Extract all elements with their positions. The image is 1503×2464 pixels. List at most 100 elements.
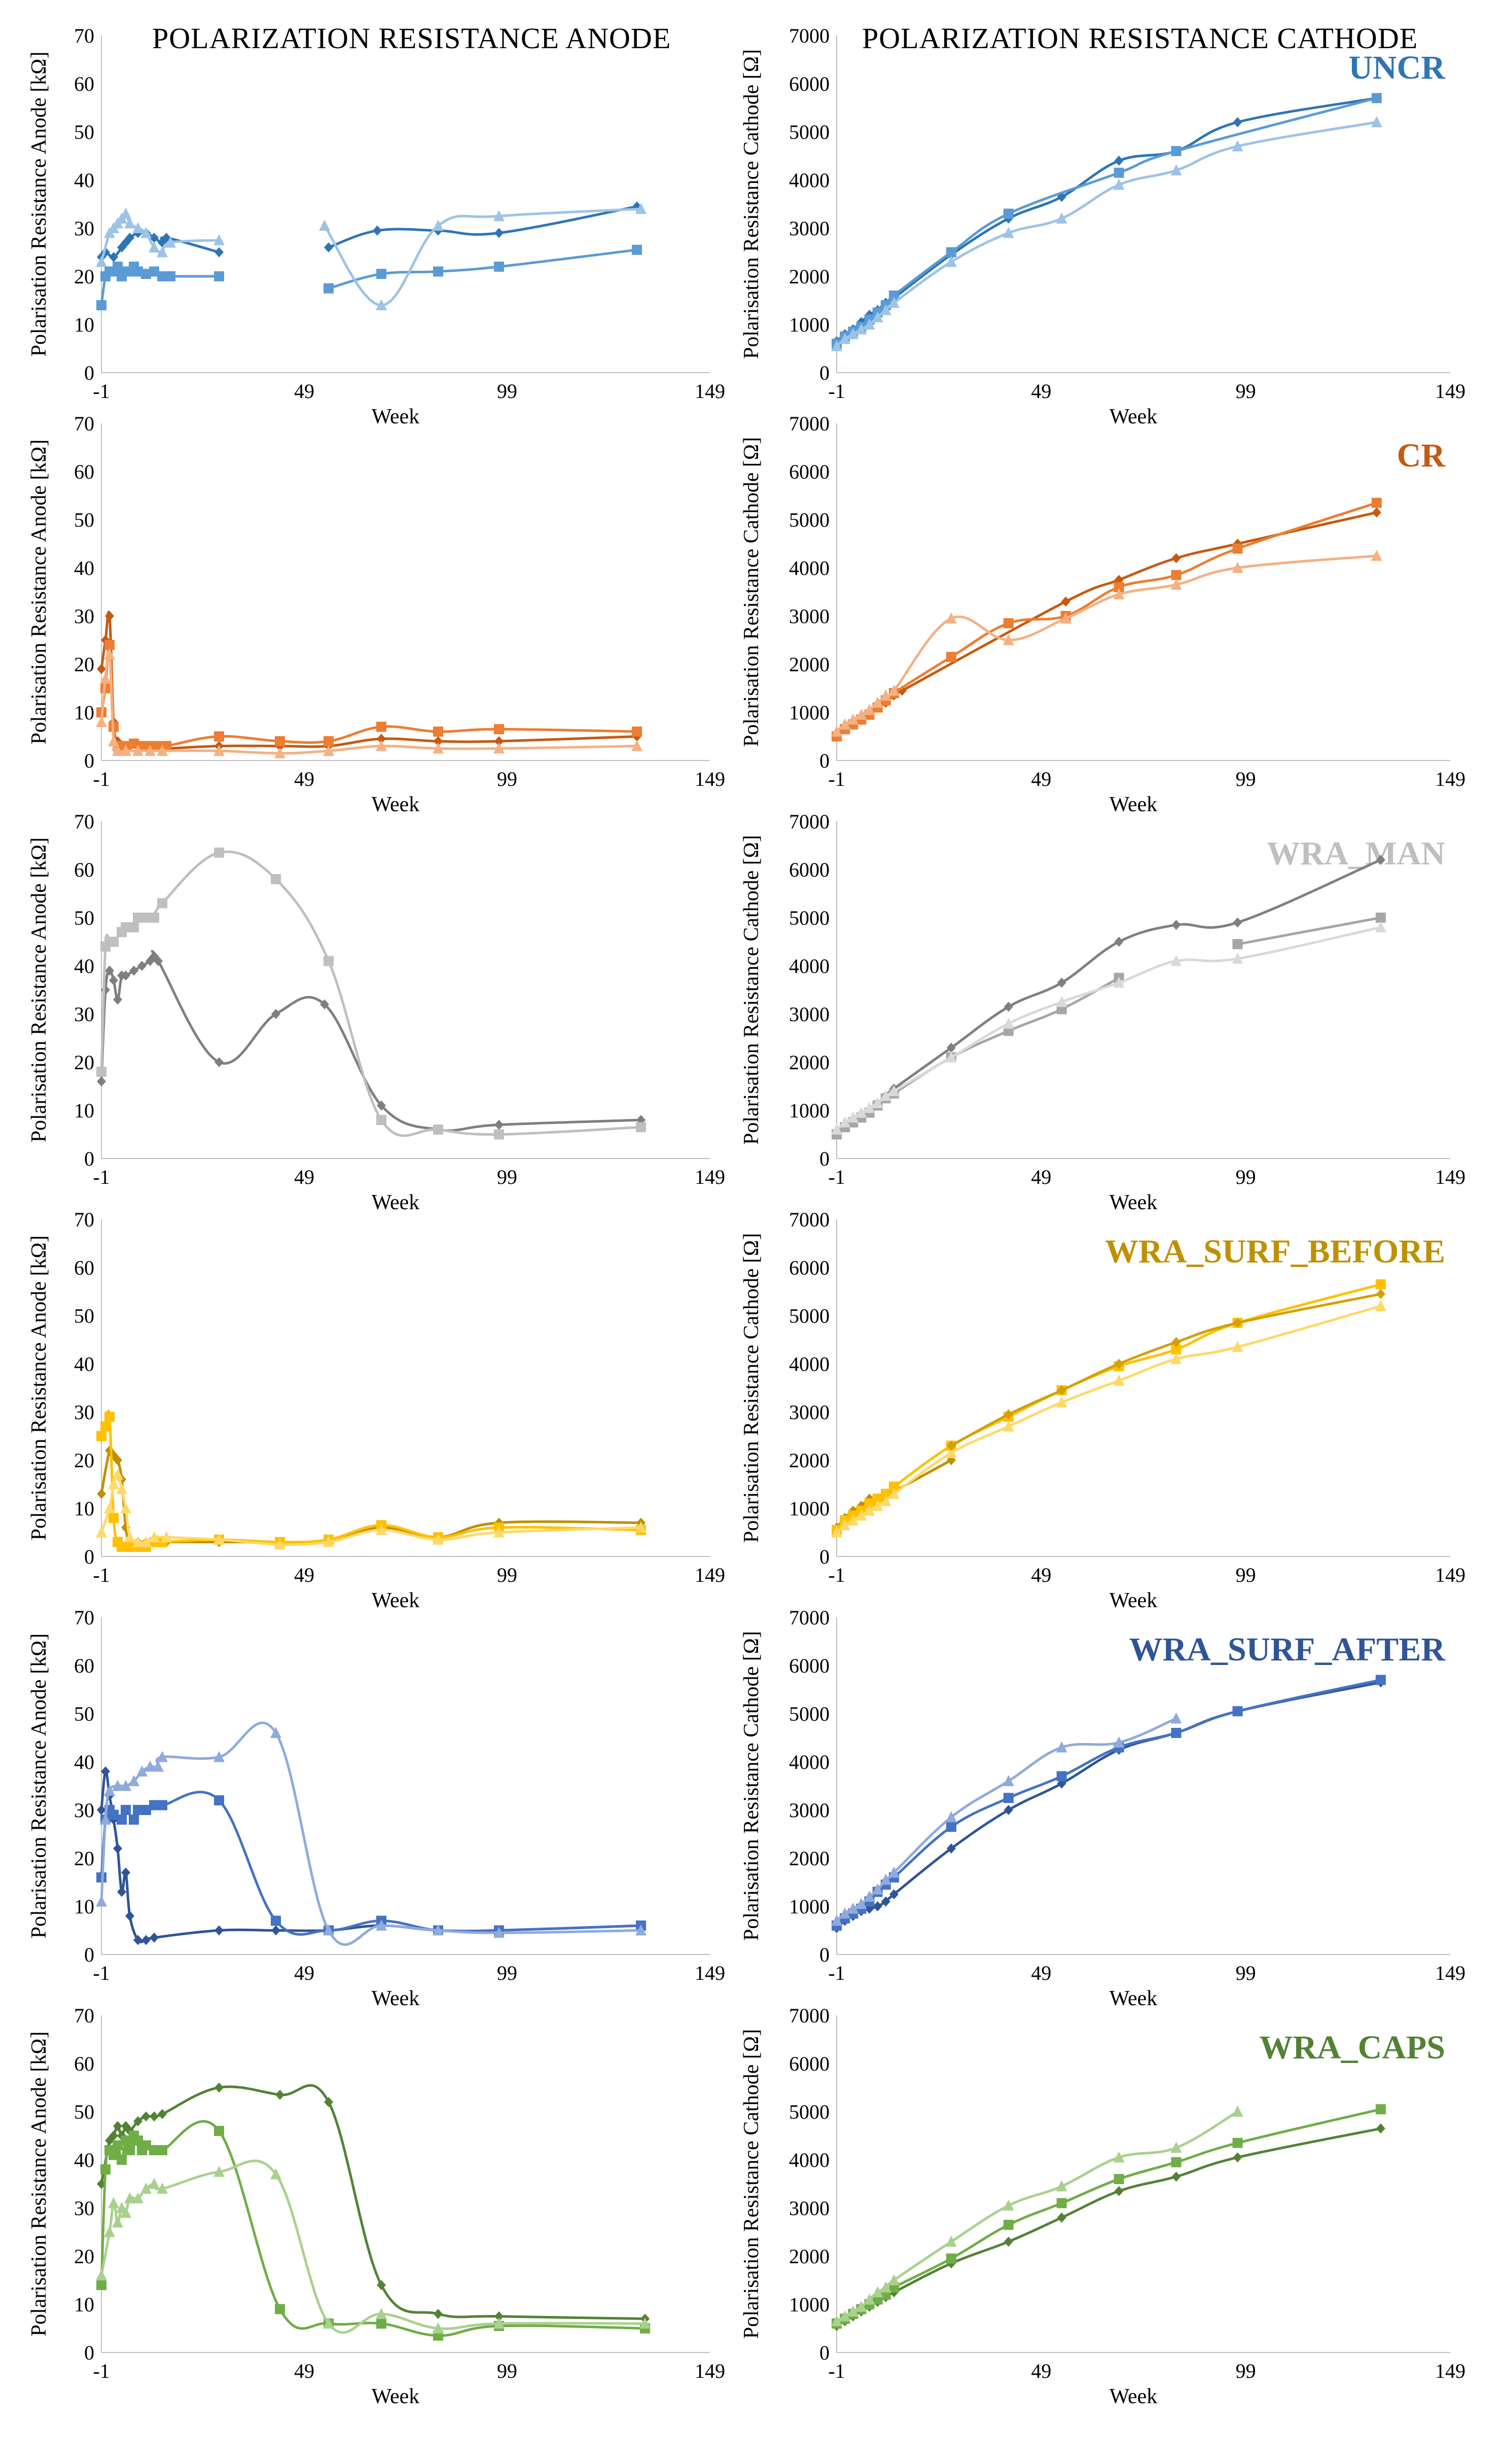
y-axis-label: Polarisation Resistance Anode [kΩ] (27, 1236, 51, 1541)
data-point (1003, 1793, 1014, 1803)
series-cr-2 (832, 497, 1382, 742)
data-point (1004, 1001, 1013, 1012)
data-point (319, 220, 330, 231)
series-wra-surf-after-2 (96, 1791, 646, 1936)
x-tick-label: -1 (828, 768, 845, 790)
y-tick-label: 30 (74, 1003, 94, 1026)
cathode-column-title: POLARIZATION RESISTANCE CATHODE (862, 22, 1418, 55)
series-uncr-3 (96, 203, 647, 310)
data-point (376, 2318, 386, 2329)
data-point (96, 256, 107, 267)
data-point (324, 956, 334, 966)
data-point (872, 1883, 883, 1895)
data-point (96, 1895, 107, 1907)
data-point (165, 236, 176, 248)
data-point (831, 1526, 842, 1538)
data-point (129, 1815, 139, 1825)
x-tick-label: 149 (1435, 2360, 1465, 2382)
data-point (323, 2317, 334, 2329)
data-point (888, 1085, 900, 1096)
data-point (1232, 939, 1243, 950)
data-point (125, 233, 134, 243)
data-point (214, 2082, 224, 2093)
y-axis-label: Polarisation Resistance Cathode [Ω] (740, 1233, 763, 1543)
data-point (113, 262, 123, 272)
data-point (105, 611, 114, 621)
data-point (433, 266, 443, 277)
y-tick-label: 6000 (789, 460, 830, 483)
series-line (100, 1791, 641, 1936)
data-point (847, 1111, 859, 1123)
data-point (373, 225, 382, 236)
x-tick-label: -1 (93, 1166, 110, 1188)
x-tick-label: -1 (93, 2360, 110, 2382)
data-point (105, 965, 114, 976)
data-point (149, 266, 159, 277)
data-point (831, 1914, 842, 1926)
data-point (154, 956, 163, 966)
data-point (324, 2097, 333, 2107)
data-point (149, 1531, 160, 1542)
y-tick-label: 4000 (789, 1751, 830, 1773)
y-tick-label: 4000 (789, 1353, 830, 1375)
series-cr-1 (97, 610, 641, 754)
data-point (96, 2269, 107, 2280)
data-point (104, 1502, 115, 1513)
data-point (1375, 913, 1386, 923)
data-point (116, 1483, 127, 1494)
y-tick-label: 4000 (789, 2149, 830, 2171)
data-point (1171, 2171, 1181, 2182)
data-point (128, 1775, 139, 1786)
x-tick-label: 99 (497, 1962, 517, 1984)
series-line (100, 1409, 641, 1549)
y-tick-label: 2000 (789, 1051, 830, 1074)
data-point (880, 689, 891, 701)
data-point (1372, 507, 1381, 518)
y-tick-label: 10 (74, 701, 94, 724)
y-tick-label: 20 (74, 265, 94, 288)
y-tick-label: 60 (74, 2052, 94, 2075)
series-line (836, 511, 1377, 735)
data-point (121, 1867, 130, 1878)
data-point (124, 1531, 135, 1542)
y-tick-label: 5000 (789, 121, 830, 143)
x-tick-label: 99 (1236, 380, 1256, 403)
data-point (889, 1889, 899, 1900)
series-wra-surf-after-1 (97, 1766, 646, 1945)
data-point (117, 1887, 126, 1897)
y-tick-label: 7000 (789, 1208, 830, 1231)
data-point (149, 241, 160, 252)
series-line (100, 2120, 646, 2337)
data-point (97, 1489, 106, 1499)
chart-anode-wra-caps: 0 10 20 30 40 50 60 70 -1 49 99 149 Week Polarisation… (27, 2004, 725, 2408)
x-tick-label: 49 (294, 2360, 314, 2382)
chart-anode-uncr: 0 10 20 30 40 50 60 70 -1 49 99 149 Week Polarisation… (27, 24, 725, 428)
data-point (141, 2111, 151, 2122)
data-point (214, 731, 224, 742)
x-axis-label: Week (372, 2385, 420, 2408)
data-point (494, 2311, 504, 2322)
x-tick-label: 149 (1435, 1962, 1465, 1984)
y-tick-label: 20 (74, 2245, 94, 2268)
data-point (493, 1526, 505, 1538)
chart-cathode-wra-surf-before: 0 1000 2000 3000 4000 5000 6000 7000 -1 49 99 149 We… (740, 1208, 1465, 1612)
data-point (494, 262, 504, 272)
data-point (433, 1125, 443, 1135)
data-point (1375, 1300, 1386, 1311)
data-point (117, 1815, 127, 1825)
data-point (945, 1051, 957, 1063)
y-tick-label: 30 (74, 2197, 94, 2220)
y-tick-label: 0 (84, 749, 94, 772)
data-point (946, 1042, 956, 1053)
data-point (117, 2155, 127, 2165)
data-point (839, 1116, 851, 1128)
data-point (132, 2192, 144, 2203)
y-tick-label: 10 (74, 1099, 94, 1122)
y-tick-label: 6000 (789, 1654, 830, 1677)
data-point (1114, 2174, 1124, 2184)
y-tick-label: 5000 (789, 1702, 830, 1725)
y-tick-label: 6000 (789, 73, 830, 95)
series-line (836, 1679, 1381, 1927)
y-tick-label: 60 (74, 858, 94, 881)
data-point (124, 2192, 135, 2203)
